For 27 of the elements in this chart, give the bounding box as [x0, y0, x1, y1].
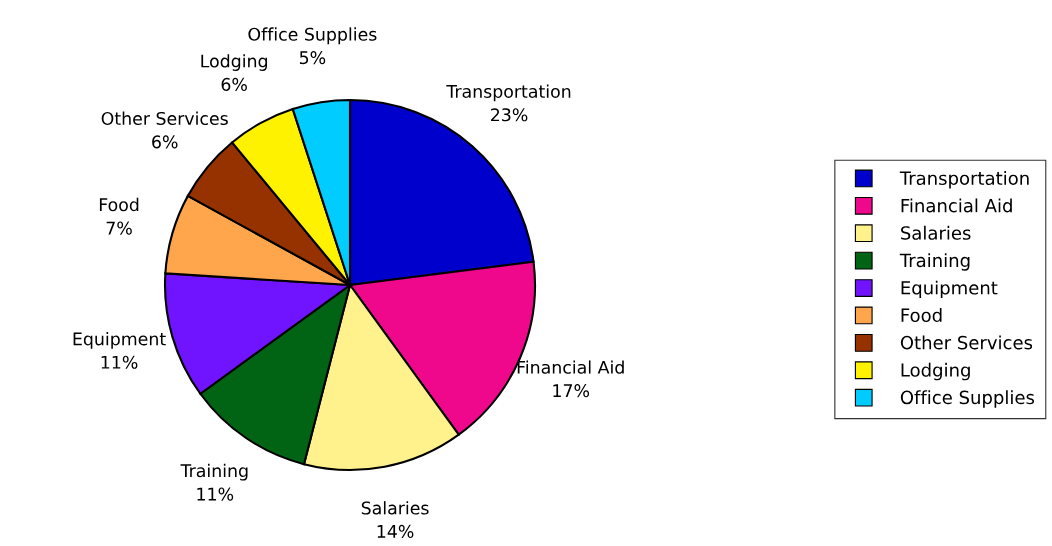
- slice-label: Lodging: [201, 54, 267, 71]
- legend-label: Equipment: [901, 280, 998, 299]
- data-label: 14%: [377, 524, 414, 538]
- data-label: 17%: [553, 384, 590, 398]
- data-label: 11%: [197, 487, 234, 501]
- legend-label: Financial Aid: [901, 198, 1012, 213]
- legend-label: Salaries: [901, 225, 971, 240]
- slice-label: Salaries: [361, 501, 429, 515]
- data-label: 23%: [491, 108, 528, 122]
- slice-label: Other Services: [101, 111, 228, 126]
- legend-label: Food: [901, 308, 942, 323]
- slice-label: Financial Aid: [517, 360, 624, 374]
- slice-label: Training: [180, 463, 248, 481]
- legend-label: Lodging: [901, 362, 970, 381]
- data-label: 6%: [152, 135, 178, 149]
- slice-label: Food: [99, 197, 139, 212]
- legend-label: Office Supplies: [900, 390, 1035, 408]
- legend-label: Transportation: [899, 171, 1029, 189]
- data-label: 7%: [106, 221, 132, 235]
- slice-label: Equipment: [73, 332, 166, 349]
- data-label: 6%: [221, 77, 247, 91]
- legend-label: Other Services: [900, 335, 1033, 350]
- slice-label: Office Supplies: [248, 27, 377, 45]
- data-label: 11%: [101, 355, 138, 369]
- data-label: 5%: [299, 51, 326, 65]
- slice-label: Transportation: [446, 84, 571, 102]
- legend-label: Training: [899, 253, 970, 271]
